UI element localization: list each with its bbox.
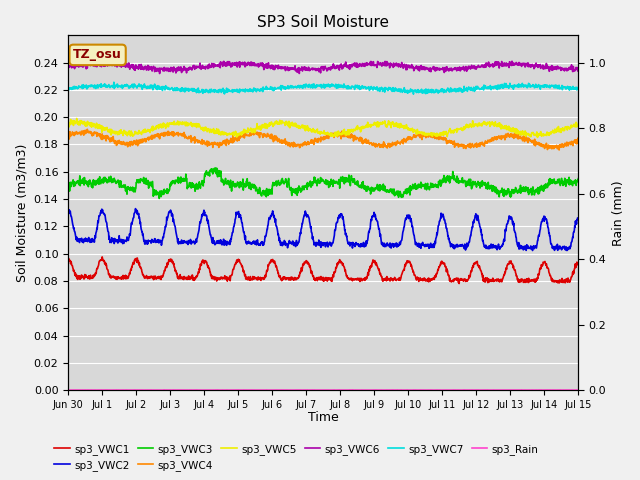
- sp3_VWC7: [470, 86, 477, 92]
- sp3_VWC4: [83, 126, 91, 132]
- Y-axis label: Rain (mm): Rain (mm): [612, 180, 625, 246]
- sp3_VWC1: [235, 258, 243, 264]
- sp3_VWC3: [211, 165, 219, 171]
- sp3_VWC6: [575, 68, 582, 73]
- sp3_VWC5: [178, 120, 186, 126]
- sp3_VWC5: [469, 122, 477, 128]
- sp3_VWC7: [178, 88, 186, 94]
- sp3_VWC3: [64, 179, 72, 185]
- sp3_VWC2: [403, 215, 410, 221]
- sp3_VWC4: [64, 134, 72, 140]
- sp3_VWC5: [73, 116, 81, 121]
- sp3_Rain: [64, 387, 72, 393]
- Legend: sp3_VWC1, sp3_VWC2, sp3_VWC3, sp3_VWC4, sp3_VWC5, sp3_VWC6, sp3_VWC7, sp3_Rain: sp3_VWC1, sp3_VWC2, sp3_VWC3, sp3_VWC4, …: [50, 439, 543, 475]
- sp3_Rain: [575, 387, 582, 393]
- sp3_VWC2: [178, 239, 186, 244]
- sp3_VWC2: [469, 220, 477, 226]
- sp3_VWC6: [156, 71, 163, 76]
- sp3_VWC7: [403, 88, 410, 94]
- sp3_Rain: [403, 387, 410, 393]
- Y-axis label: Soil Moisture (m3/m3): Soil Moisture (m3/m3): [15, 144, 28, 282]
- sp3_VWC7: [110, 79, 118, 85]
- sp3_VWC2: [563, 248, 571, 253]
- sp3_VWC4: [178, 133, 186, 139]
- Line: sp3_VWC3: sp3_VWC3: [68, 168, 579, 198]
- sp3_VWC2: [132, 206, 140, 212]
- sp3_VWC2: [166, 209, 173, 215]
- sp3_Rain: [166, 387, 173, 393]
- sp3_VWC3: [575, 176, 582, 181]
- sp3_VWC7: [235, 88, 243, 94]
- Line: sp3_VWC1: sp3_VWC1: [68, 257, 579, 284]
- sp3_VWC7: [64, 86, 72, 92]
- sp3_VWC5: [534, 134, 541, 140]
- sp3_VWC3: [178, 178, 186, 183]
- sp3_VWC5: [514, 128, 522, 133]
- sp3_VWC1: [575, 261, 582, 267]
- Title: SP3 Soil Moisture: SP3 Soil Moisture: [257, 15, 389, 30]
- sp3_VWC1: [99, 254, 106, 260]
- sp3_VWC5: [235, 132, 243, 138]
- sp3_VWC5: [575, 120, 582, 126]
- sp3_VWC3: [403, 191, 410, 197]
- sp3_VWC2: [514, 244, 522, 250]
- sp3_VWC5: [403, 122, 410, 128]
- Line: sp3_VWC2: sp3_VWC2: [68, 209, 579, 251]
- Line: sp3_VWC4: sp3_VWC4: [68, 129, 579, 150]
- sp3_VWC6: [403, 62, 410, 68]
- sp3_VWC4: [166, 132, 173, 138]
- X-axis label: Time: Time: [308, 411, 339, 424]
- sp3_VWC3: [470, 182, 477, 188]
- sp3_VWC4: [514, 132, 522, 137]
- Line: sp3_VWC6: sp3_VWC6: [68, 61, 579, 73]
- sp3_VWC6: [515, 62, 522, 68]
- sp3_VWC4: [469, 142, 477, 148]
- sp3_VWC1: [515, 279, 522, 285]
- sp3_VWC7: [515, 84, 522, 90]
- sp3_Rain: [235, 387, 243, 393]
- sp3_Rain: [515, 387, 522, 393]
- sp3_VWC5: [166, 120, 173, 126]
- sp3_VWC4: [575, 137, 582, 143]
- sp3_VWC1: [470, 264, 477, 270]
- sp3_VWC7: [575, 84, 582, 90]
- sp3_VWC7: [410, 91, 417, 97]
- sp3_VWC6: [64, 64, 72, 70]
- sp3_VWC3: [166, 187, 173, 192]
- sp3_VWC7: [166, 87, 173, 93]
- sp3_VWC6: [470, 64, 477, 70]
- sp3_Rain: [470, 387, 477, 393]
- sp3_VWC5: [64, 120, 72, 125]
- sp3_VWC1: [178, 275, 186, 280]
- sp3_VWC1: [64, 254, 72, 260]
- sp3_VWC1: [166, 257, 173, 263]
- sp3_VWC1: [455, 281, 463, 287]
- sp3_VWC3: [236, 185, 243, 191]
- sp3_VWC2: [64, 211, 72, 216]
- Line: sp3_VWC7: sp3_VWC7: [68, 82, 579, 94]
- Text: TZ_osu: TZ_osu: [73, 48, 122, 61]
- sp3_VWC3: [515, 188, 522, 193]
- sp3_VWC4: [403, 136, 410, 142]
- sp3_VWC4: [556, 147, 563, 153]
- sp3_VWC1: [403, 261, 410, 266]
- sp3_Rain: [160, 387, 168, 393]
- Line: sp3_VWC5: sp3_VWC5: [68, 119, 579, 137]
- sp3_VWC3: [156, 195, 163, 201]
- sp3_Rain: [337, 387, 345, 393]
- sp3_VWC2: [235, 215, 243, 220]
- sp3_VWC2: [575, 216, 582, 222]
- sp3_Rain: [178, 387, 186, 393]
- sp3_VWC6: [115, 58, 122, 64]
- sp3_VWC6: [179, 67, 186, 72]
- sp3_VWC6: [166, 66, 173, 72]
- sp3_VWC6: [236, 59, 243, 65]
- sp3_VWC4: [235, 137, 243, 143]
